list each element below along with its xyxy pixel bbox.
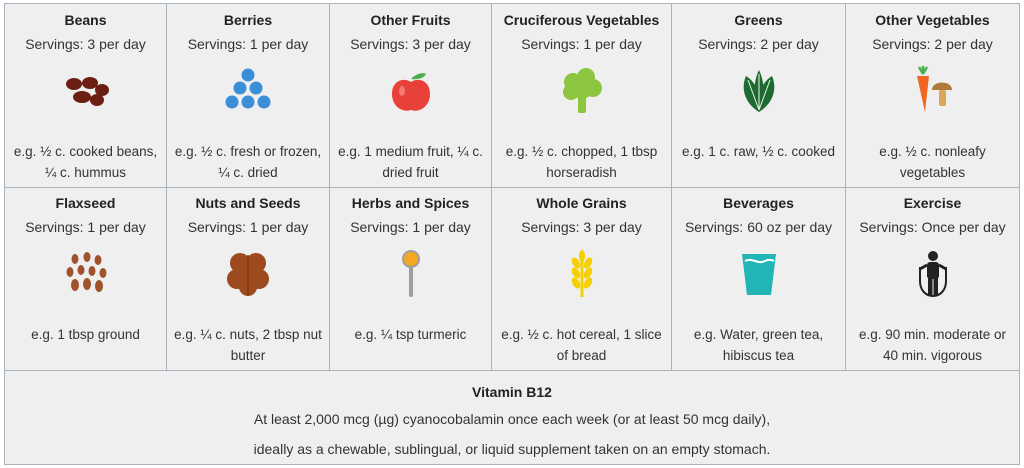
cell-example: e.g. ¼ tsp turmeric (354, 327, 467, 342)
daily-dozen-grid: Beans Servings: 3 per day e.g. ½ c. cook… (4, 3, 1020, 465)
spice-spoon-icon (386, 249, 436, 299)
cell-example: e.g. ½ c. fresh or frozen, ¼ c. dried (174, 144, 322, 180)
cell-title: Cruciferous Vegetables (503, 12, 660, 28)
cell-servings: Servings: 1 per day (521, 36, 642, 52)
cell-beans: Beans Servings: 3 per day e.g. ½ c. cook… (5, 4, 167, 187)
vitamin-b12-line-2: ideally as a chewable, sublingual, or li… (253, 441, 771, 457)
cell-servings: Servings: 2 per day (698, 36, 819, 52)
cell-servings: Servings: Once per day (859, 219, 1006, 235)
cell-title: Berries (223, 12, 273, 28)
cell-berries: Berries Servings: 1 per day e.g. ½ c. fr… (167, 4, 330, 187)
cell-herbs-and-spices: Herbs and Spices Servings: 1 per day e.g… (330, 187, 492, 370)
grid-row-2: Flaxseed Servings: 1 per day e.g. 1 tbsp… (5, 187, 1019, 371)
cell-example: e.g. ¼ c. nuts, 2 tbsp nut butter (174, 327, 322, 363)
cell-servings: Servings: 3 per day (350, 36, 471, 52)
flaxseed-icon (61, 249, 111, 299)
cell-example: e.g. ½ c. chopped, 1 tbsp horseradish (505, 144, 658, 180)
cell-example: e.g. ½ c. nonleafy vegetables (879, 144, 986, 180)
cell-title: Whole Grains (536, 195, 627, 211)
cell-title: Exercise (903, 195, 962, 211)
walnut-icon (223, 249, 273, 299)
cell-title: Greens (734, 12, 783, 28)
cell-nuts-and-seeds: Nuts and Seeds Servings: 1 per day e.g. … (167, 187, 330, 370)
cell-exercise: Exercise Servings: Once per day e.g. 90 … (846, 187, 1019, 370)
cell-cruciferous-vegetables: Cruciferous Vegetables Servings: 1 per d… (492, 4, 672, 187)
cell-title: Flaxseed (55, 195, 116, 211)
cell-servings: Servings: 1 per day (187, 36, 309, 52)
cell-servings: Servings: 2 per day (872, 36, 993, 52)
cell-title: Other Vegetables (875, 12, 990, 28)
cell-whole-grains: Whole Grains Servings: 3 per day e.g. ½ … (492, 187, 672, 370)
cell-servings: Servings: 1 per day (25, 219, 146, 235)
cell-example: e.g. 90 min. moderate or 40 min. vigorou… (858, 327, 1007, 363)
cell-flaxseed: Flaxseed Servings: 1 per day e.g. 1 tbsp… (5, 187, 167, 370)
vitamin-b12-line-1: At least 2,000 mcg (µg) cyanocobalamin o… (253, 411, 771, 427)
leafy-greens-icon (734, 66, 784, 116)
cell-other-fruits: Other Fruits Servings: 3 per day e.g. 1 … (330, 4, 492, 187)
berries-icon (223, 66, 273, 116)
vitamin-b12-title: Vitamin B12 (472, 384, 552, 400)
cell-example: e.g. 1 tbsp ground (31, 327, 140, 342)
carrot-mushroom-icon (908, 66, 958, 116)
cell-servings: Servings: 1 per day (350, 219, 471, 235)
jump-rope-icon (908, 249, 958, 299)
cell-title: Beans (64, 12, 107, 28)
cell-title: Other Fruits (370, 12, 451, 28)
apple-icon (386, 66, 436, 116)
cell-title: Herbs and Spices (351, 195, 470, 211)
cell-example: e.g. Water, green tea, hibiscus tea (693, 327, 824, 363)
cell-servings: Servings: 1 per day (187, 219, 309, 235)
wheat-icon (557, 249, 607, 299)
vitamin-b12-section: Vitamin B12 At least 2,000 mcg (µg) cyan… (5, 371, 1019, 464)
cell-title: Beverages (723, 195, 794, 211)
glass-icon (734, 249, 784, 299)
cell-example: e.g. ½ c. cooked beans, ¼ c. hummus (13, 144, 158, 180)
cell-example: e.g. ½ c. hot cereal, 1 slice of bread (501, 327, 662, 363)
cell-servings: Servings: 3 per day (25, 36, 146, 52)
cell-servings: Servings: 3 per day (521, 219, 642, 235)
beans-icon (61, 66, 111, 116)
cell-title: Nuts and Seeds (195, 195, 301, 211)
cell-beverages: Beverages Servings: 60 oz per day e.g. W… (672, 187, 846, 370)
cell-other-vegetables: Other Vegetables Servings: 2 per day e.g… (846, 4, 1019, 187)
broccoli-icon (557, 66, 607, 116)
cell-example: e.g. 1 medium fruit, ¼ c. dried fruit (338, 144, 483, 180)
grid-row-1: Beans Servings: 3 per day e.g. ½ c. cook… (5, 4, 1019, 188)
cell-greens: Greens Servings: 2 per day e.g. 1 c. raw… (672, 4, 846, 187)
cell-example: e.g. 1 c. raw, ½ c. cooked (681, 144, 836, 159)
cell-servings: Servings: 60 oz per day (684, 219, 833, 235)
